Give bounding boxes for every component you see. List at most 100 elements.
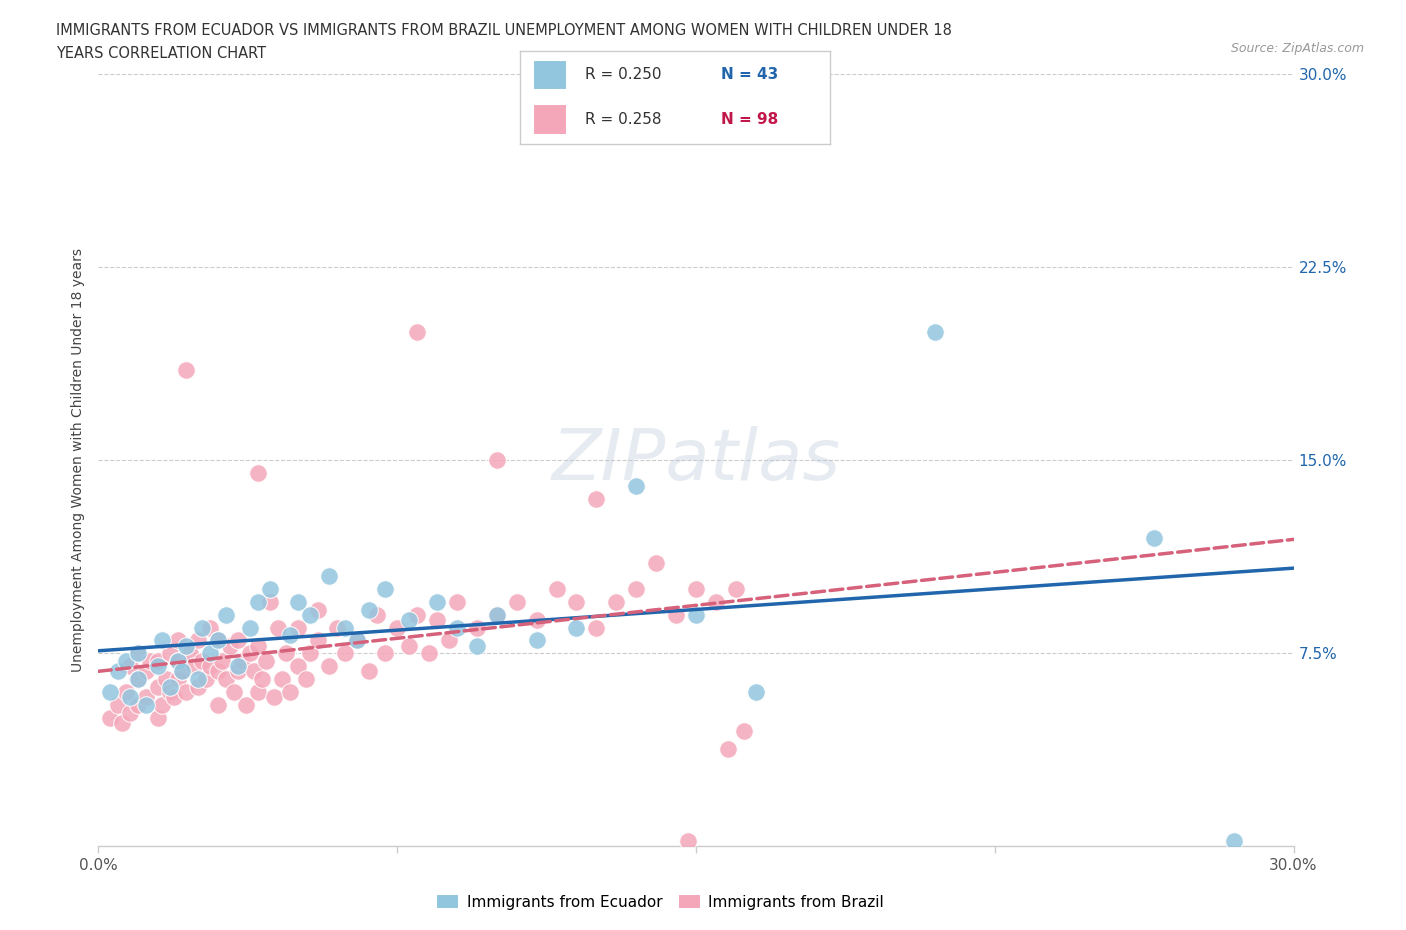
Point — [259, 594, 281, 609]
Point — [243, 664, 266, 679]
FancyBboxPatch shape — [533, 60, 567, 90]
Point — [685, 581, 707, 596]
Text: R = 0.258: R = 0.258 — [585, 112, 662, 126]
Point — [359, 664, 381, 679]
Point — [187, 633, 209, 648]
Point — [374, 646, 396, 661]
Point — [585, 620, 607, 635]
Point — [211, 654, 233, 669]
Point — [485, 607, 508, 622]
Point — [150, 698, 173, 712]
Text: Source: ZipAtlas.com: Source: ZipAtlas.com — [1230, 42, 1364, 55]
Point — [198, 620, 221, 635]
Point — [100, 711, 122, 725]
Point — [287, 620, 309, 635]
Point — [135, 690, 157, 705]
Point — [287, 594, 309, 609]
Point — [191, 620, 214, 635]
Point — [259, 581, 281, 596]
Point — [215, 671, 238, 686]
Point — [115, 654, 138, 669]
Point — [526, 633, 548, 648]
Point — [485, 607, 508, 622]
Point — [335, 620, 357, 635]
Point — [676, 833, 699, 848]
Point — [626, 479, 648, 494]
Point — [585, 492, 607, 507]
Point — [226, 664, 249, 679]
Point — [120, 705, 142, 720]
Point — [215, 607, 238, 622]
Point — [318, 658, 340, 673]
Point — [120, 690, 142, 705]
Point — [724, 581, 747, 596]
Point — [155, 671, 177, 686]
Point — [374, 581, 396, 596]
Point — [485, 453, 508, 468]
Point — [385, 620, 409, 635]
Point — [127, 646, 149, 661]
Point — [239, 620, 262, 635]
Point — [139, 654, 162, 669]
Point — [148, 711, 170, 725]
Point — [235, 698, 257, 712]
Point — [298, 646, 321, 661]
Point — [246, 466, 269, 481]
Point — [198, 646, 221, 661]
Point — [733, 724, 755, 738]
Point — [426, 594, 449, 609]
Point — [135, 698, 157, 712]
Point — [626, 581, 648, 596]
Point — [437, 633, 460, 648]
Point — [287, 658, 309, 673]
Point — [406, 325, 429, 339]
Point — [645, 556, 668, 571]
Point — [163, 690, 186, 705]
Point — [704, 594, 727, 609]
Text: N = 98: N = 98 — [721, 112, 779, 126]
Point — [107, 698, 129, 712]
Point — [159, 646, 181, 661]
Text: IMMIGRANTS FROM ECUADOR VS IMMIGRANTS FROM BRAZIL UNEMPLOYMENT AMONG WOMEN WITH : IMMIGRANTS FROM ECUADOR VS IMMIGRANTS FR… — [56, 23, 952, 38]
Y-axis label: Unemployment Among Women with Children Under 18 years: Unemployment Among Women with Children U… — [72, 248, 86, 672]
Point — [239, 646, 262, 661]
Point — [187, 679, 209, 694]
Point — [335, 646, 357, 661]
Point — [398, 638, 420, 653]
Point — [446, 620, 468, 635]
Point — [219, 638, 242, 653]
Point — [179, 646, 201, 661]
Point — [222, 684, 245, 699]
Point — [506, 594, 529, 609]
Point — [127, 671, 149, 686]
Point — [346, 633, 368, 648]
Point — [465, 638, 488, 653]
Point — [172, 664, 194, 679]
Point — [246, 684, 269, 699]
Point — [565, 594, 588, 609]
Point — [148, 654, 170, 669]
Point — [446, 594, 468, 609]
Text: ZIPatlas: ZIPatlas — [551, 426, 841, 495]
Point — [167, 671, 190, 686]
Point — [426, 613, 449, 628]
Point — [127, 698, 149, 712]
Point — [150, 633, 173, 648]
Point — [685, 607, 707, 622]
Point — [1143, 530, 1166, 545]
Point — [207, 633, 229, 648]
Point — [226, 633, 249, 648]
Point — [120, 658, 142, 673]
Point — [226, 658, 249, 673]
Point — [191, 654, 214, 669]
Point — [172, 664, 194, 679]
Point — [167, 633, 190, 648]
Point — [254, 654, 277, 669]
Point — [565, 620, 588, 635]
Point — [174, 638, 197, 653]
Point — [274, 646, 297, 661]
Point — [307, 633, 329, 648]
Point — [359, 602, 381, 617]
Point — [246, 594, 269, 609]
Point — [127, 671, 149, 686]
